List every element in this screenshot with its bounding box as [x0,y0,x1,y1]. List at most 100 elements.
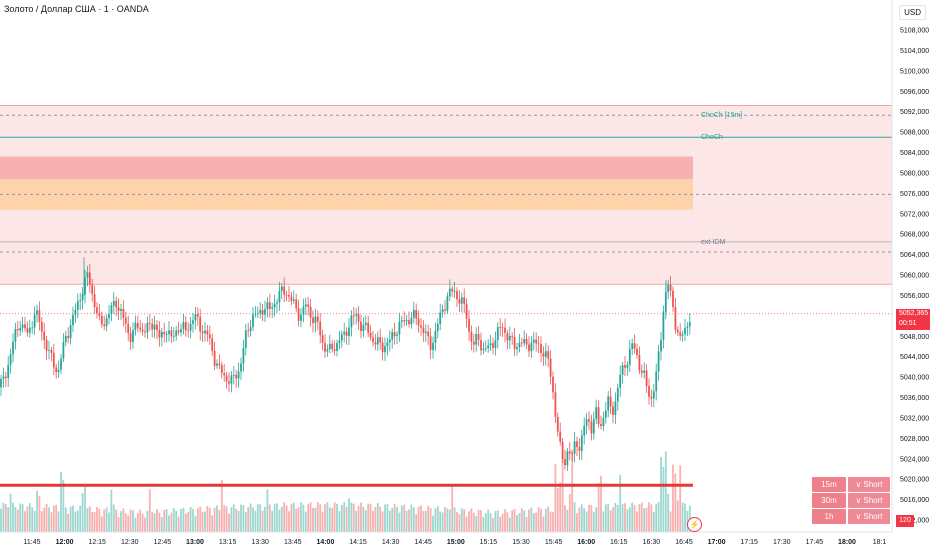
volume-bar [556,488,559,532]
volume-bar [314,507,317,532]
candle-body [554,392,557,417]
volume-bar [427,505,430,532]
volume-bar [552,512,554,532]
candle-body [516,347,518,350]
volume-bar [633,505,636,532]
candle-body [141,329,144,332]
candle-body [285,294,288,296]
volume-bar [232,504,235,532]
volume-bar [381,511,384,532]
candle-body [304,304,307,307]
candle-body [597,407,600,424]
candle-body [21,324,24,328]
volume-bar [84,487,86,532]
candle-body [535,339,538,344]
price-tick-label: 5096,000 [900,89,929,96]
time-tick-label: 14:00 [316,539,334,546]
candle-body [50,349,53,353]
candle-body [376,337,379,345]
candle-body [208,334,211,339]
volume-bar [578,507,581,532]
time-tick-label: 16:30 [643,539,661,546]
signal-row-30m[interactable]: 30m ∨ Short [812,493,890,508]
candle-body [129,333,132,343]
volume-bar [369,503,372,532]
signal-row-1h[interactable]: 1h ∨ Short [812,509,890,524]
volume-bar [182,507,185,532]
volume-bar [475,516,478,532]
currency-selector[interactable]: USD [899,5,926,20]
candle-body [38,310,41,322]
price-tick-label: 5036,000 [900,395,929,402]
candle-body [686,326,689,329]
candle-body [372,337,374,343]
candle-body [619,374,622,388]
candle-body [216,363,218,366]
candle-body [576,441,578,448]
candle-body [136,322,139,328]
volume-bar [52,505,55,532]
volume-bar [504,509,506,532]
time-tick-label: 15:00 [447,539,465,546]
time-tick-label: 16:15 [610,539,628,546]
volume-bar [242,505,245,532]
time-tick-label: 13:45 [284,539,302,546]
candle-body [319,321,322,336]
candle-body [62,342,65,359]
volume-bar [256,504,259,532]
price-tick-label: 5012,000 [900,518,929,525]
volume-bar [304,511,307,532]
volume-bar [549,511,552,532]
volume-bar [235,508,238,532]
candle-body [242,348,245,364]
candle-body [237,371,240,379]
zone-box [0,156,693,180]
candle-body [271,307,274,309]
volume-bar [24,511,26,532]
candle-body [643,370,646,373]
candle-body [146,322,149,333]
candle-body [436,323,439,332]
volume-bar [40,511,43,532]
volume-bar [12,502,14,532]
candle-body [568,451,571,454]
candle-body [674,306,677,330]
candle-body [0,378,2,388]
candle-body [422,327,425,333]
candle-body [64,335,67,343]
volume-bar [547,506,550,532]
candle-body [117,307,120,311]
signal-row-15m[interactable]: 15m ∨ Short [812,477,890,492]
candle-body [352,315,355,317]
candle-body [523,338,526,344]
volume-bar [554,464,557,532]
candle-body [655,371,658,392]
candle-body [67,335,70,339]
volume-bar [194,516,197,532]
choch-label: ChoCh [701,134,723,141]
volume-bar [352,503,355,532]
volume-bar [331,508,334,532]
candle-body [456,291,458,300]
candle-body [537,343,540,345]
arrow-down-icon: ∨ [855,496,862,505]
candle-body [112,300,115,306]
volume-bar [379,506,382,532]
volume-bar [636,511,638,532]
zone-box [0,179,693,188]
volume-bar [2,502,5,532]
price-tick-label: 5108,000 [900,28,929,35]
candle-body [321,335,324,343]
candle-body [165,334,168,335]
volume-bar [67,513,70,532]
volume-bar [621,504,624,532]
volume-bar [283,502,286,532]
volume-bar [376,503,379,532]
lightning-icon[interactable]: ⚡ [687,517,702,532]
volume-bar [100,516,103,532]
candle-body [194,314,197,321]
volume-bar [456,512,458,532]
volume-bar [158,512,161,532]
candle-body [573,441,576,454]
